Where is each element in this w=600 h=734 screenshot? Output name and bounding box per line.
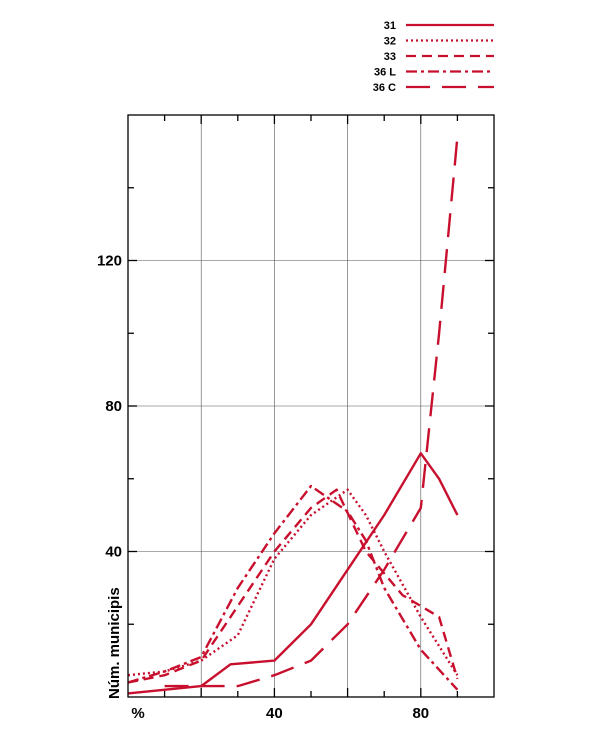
legend-label: 36 C bbox=[373, 82, 396, 94]
series-layer bbox=[127, 136, 459, 695]
x-tick-label: 80 bbox=[412, 705, 429, 722]
grid bbox=[128, 115, 494, 697]
series-line-3 bbox=[127, 488, 459, 684]
legend-label: 36 L bbox=[374, 67, 396, 79]
y-tick-label: 40 bbox=[105, 544, 122, 561]
series-line-1 bbox=[127, 452, 459, 695]
series-line-4 bbox=[127, 484, 459, 691]
axis-ticks: 40 80 120 40 80 bbox=[97, 115, 494, 722]
series-line-2 bbox=[127, 488, 459, 677]
legend: 31 32 33 36 L 36 C bbox=[373, 20, 494, 94]
x-axis-label: % bbox=[131, 705, 144, 722]
x-tick-label: 40 bbox=[266, 705, 283, 722]
y-tick-label: 120 bbox=[97, 253, 122, 270]
series-line-5 bbox=[164, 136, 459, 688]
y-tick-label: 80 bbox=[105, 398, 122, 415]
legend-label: 32 bbox=[384, 36, 396, 48]
legend-label: 33 bbox=[384, 51, 396, 63]
y-axis-label: Núm. municipis bbox=[106, 587, 123, 699]
legend-label: 31 bbox=[384, 20, 396, 32]
